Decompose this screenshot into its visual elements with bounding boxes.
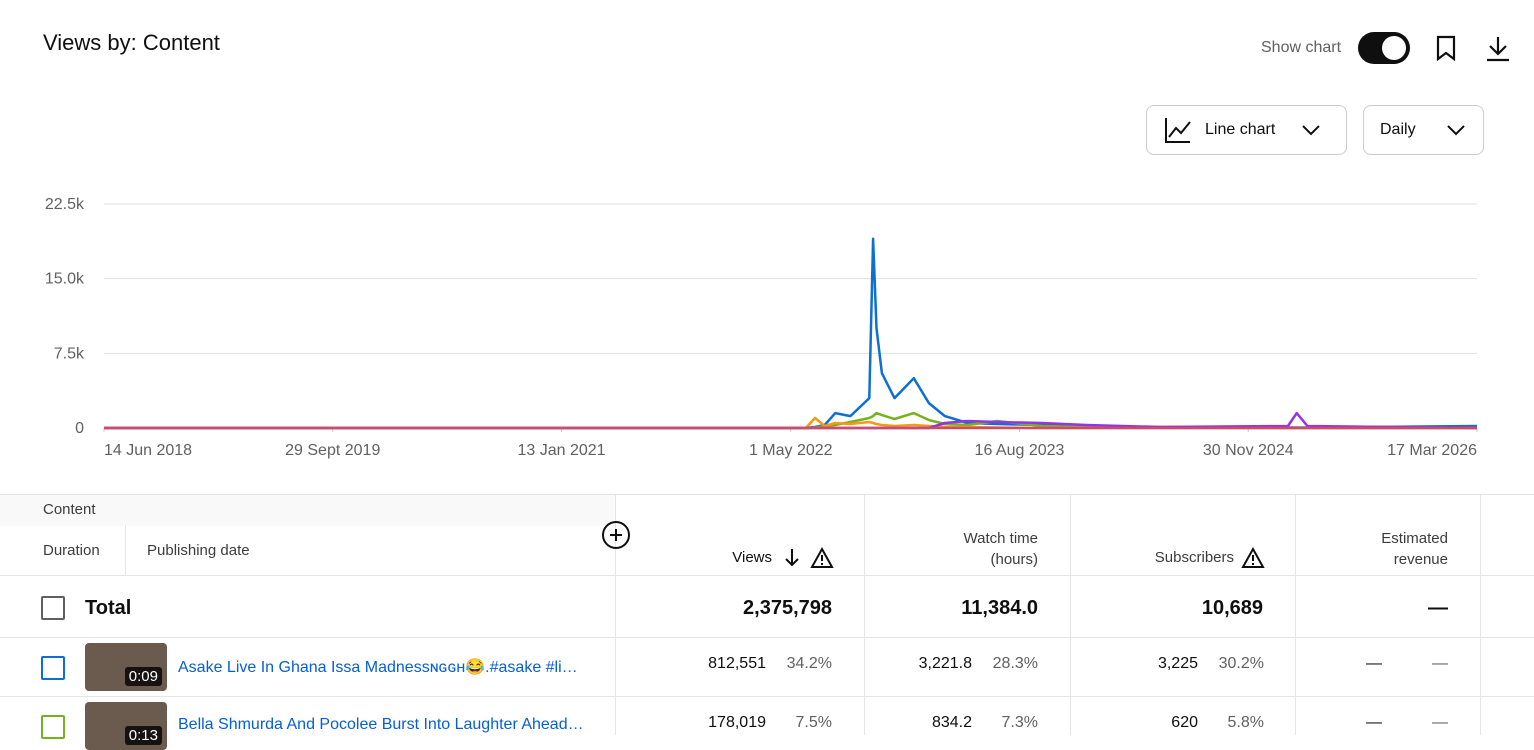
chart: 0 7.5k 15.0k 22.5k 14 Jun 2018 29 Sept 2019 13… <box>0 180 1534 480</box>
metric-share: — <box>1400 655 1448 673</box>
metric-value: 3,221.8 <box>880 655 972 673</box>
metric-value: 834.2 <box>880 714 972 732</box>
x-tick-label: 17 Mar 2026 <box>1387 442 1477 459</box>
save-icon[interactable] <box>1432 34 1460 62</box>
column-header[interactable]: Estimated revenue <box>1340 528 1448 570</box>
total-subscribers: 10,689 <box>1100 597 1263 620</box>
metric-share: — <box>1400 714 1448 732</box>
row-divider <box>0 494 1534 495</box>
duration-badge: 0:13 <box>125 726 162 745</box>
add-column-button[interactable] <box>600 520 632 552</box>
metric-value: — <box>1340 655 1382 673</box>
chart-type-label: Line chart <box>1205 121 1275 139</box>
metric-share: 28.3% <box>978 655 1038 673</box>
chart-type-dropdown[interactable]: Line chart <box>1146 105 1347 155</box>
y-tick-label: 0 <box>75 420 84 437</box>
row-divider <box>0 696 1534 697</box>
interval-dropdown[interactable]: Daily <box>1363 105 1484 155</box>
show-chart-toggle[interactable] <box>1358 32 1410 64</box>
row-checkbox[interactable] <box>41 656 65 680</box>
metric-value: 178,019 <box>640 714 766 732</box>
duration-badge: 0:09 <box>125 667 162 686</box>
download-shape <box>1487 37 1509 60</box>
row-divider <box>0 637 1534 638</box>
row-checkbox[interactable] <box>41 715 65 739</box>
video-title[interactable]: Bella Shmurda And Pocolee Burst Into Lau… <box>178 716 584 734</box>
total-views: 2,375,798 <box>640 597 832 620</box>
views-icons <box>782 546 838 570</box>
column-header: Content <box>43 501 96 518</box>
x-tick-label: 29 Sept 2019 <box>285 442 380 459</box>
column-header[interactable]: Views <box>700 549 772 566</box>
icon-shape <box>1166 118 1190 142</box>
x-tick-label: 30 Nov 2024 <box>1203 442 1294 459</box>
x-tick-label: 16 Aug 2023 <box>975 442 1065 459</box>
plus-shape <box>610 529 622 541</box>
series-line <box>104 239 1477 428</box>
bookmark-shape <box>1438 37 1454 59</box>
thumbnail: 0:09 <box>85 643 167 691</box>
chevron <box>1444 118 1468 142</box>
total-checkbox[interactable] <box>41 596 65 620</box>
video-title[interactable]: Asake Live In Ghana Issa Madnessɴɢɢʜ😂.#a… <box>178 657 578 677</box>
line-chart-icon <box>1163 115 1193 145</box>
column-header[interactable]: Subscribers <box>1100 549 1234 566</box>
download-icon[interactable] <box>1484 34 1512 62</box>
total-label: Total <box>85 597 131 620</box>
metric-share: 7.5% <box>772 714 832 732</box>
metric-value: 812,551 <box>640 655 766 673</box>
column-header[interactable]: Duration <box>43 542 100 559</box>
column-header[interactable]: Watch time (hours) <box>920 528 1038 570</box>
metric-share: 30.2% <box>1204 655 1264 673</box>
y-tick-label: 15.0k <box>45 271 85 288</box>
metric-share: 7.3% <box>978 714 1038 732</box>
metric-value: — <box>1340 714 1382 732</box>
metric-value: 3,225 <box>1100 655 1198 673</box>
thumbnail: 0:13 <box>85 702 167 750</box>
x-tick-label: 14 Jun 2018 <box>104 442 192 459</box>
x-tick-label: 13 Jan 2021 <box>517 442 605 459</box>
chevron-shape <box>1448 126 1464 134</box>
metric-value: 620 <box>1100 714 1198 732</box>
col-divider <box>1070 494 1071 735</box>
x-tick-label: 1 May 2022 <box>749 442 833 459</box>
chevron-shape <box>1303 126 1319 134</box>
y-tick-label: 7.5k <box>54 345 85 362</box>
row-divider <box>0 575 1534 576</box>
col-divider <box>1295 494 1296 735</box>
col-divider <box>125 526 126 575</box>
total-watch-time: 11,384.0 <box>880 597 1038 620</box>
chevron <box>1299 118 1323 142</box>
total-revenue: — <box>1360 597 1448 620</box>
report-title: Views by: Content <box>43 30 220 56</box>
column-header[interactable]: Publishing date <box>147 542 250 559</box>
col-divider <box>1480 494 1481 735</box>
y-tick-label: 22.5k <box>45 196 85 213</box>
warning-icon <box>1240 546 1266 570</box>
sort-arrow <box>786 549 798 565</box>
col-divider <box>864 494 865 735</box>
interval-label: Daily <box>1380 121 1416 139</box>
metric-share: 34.2% <box>772 655 832 673</box>
series-line <box>104 413 1477 428</box>
metric-share: 5.8% <box>1204 714 1264 732</box>
show-chart-label: Show chart <box>1261 39 1341 57</box>
